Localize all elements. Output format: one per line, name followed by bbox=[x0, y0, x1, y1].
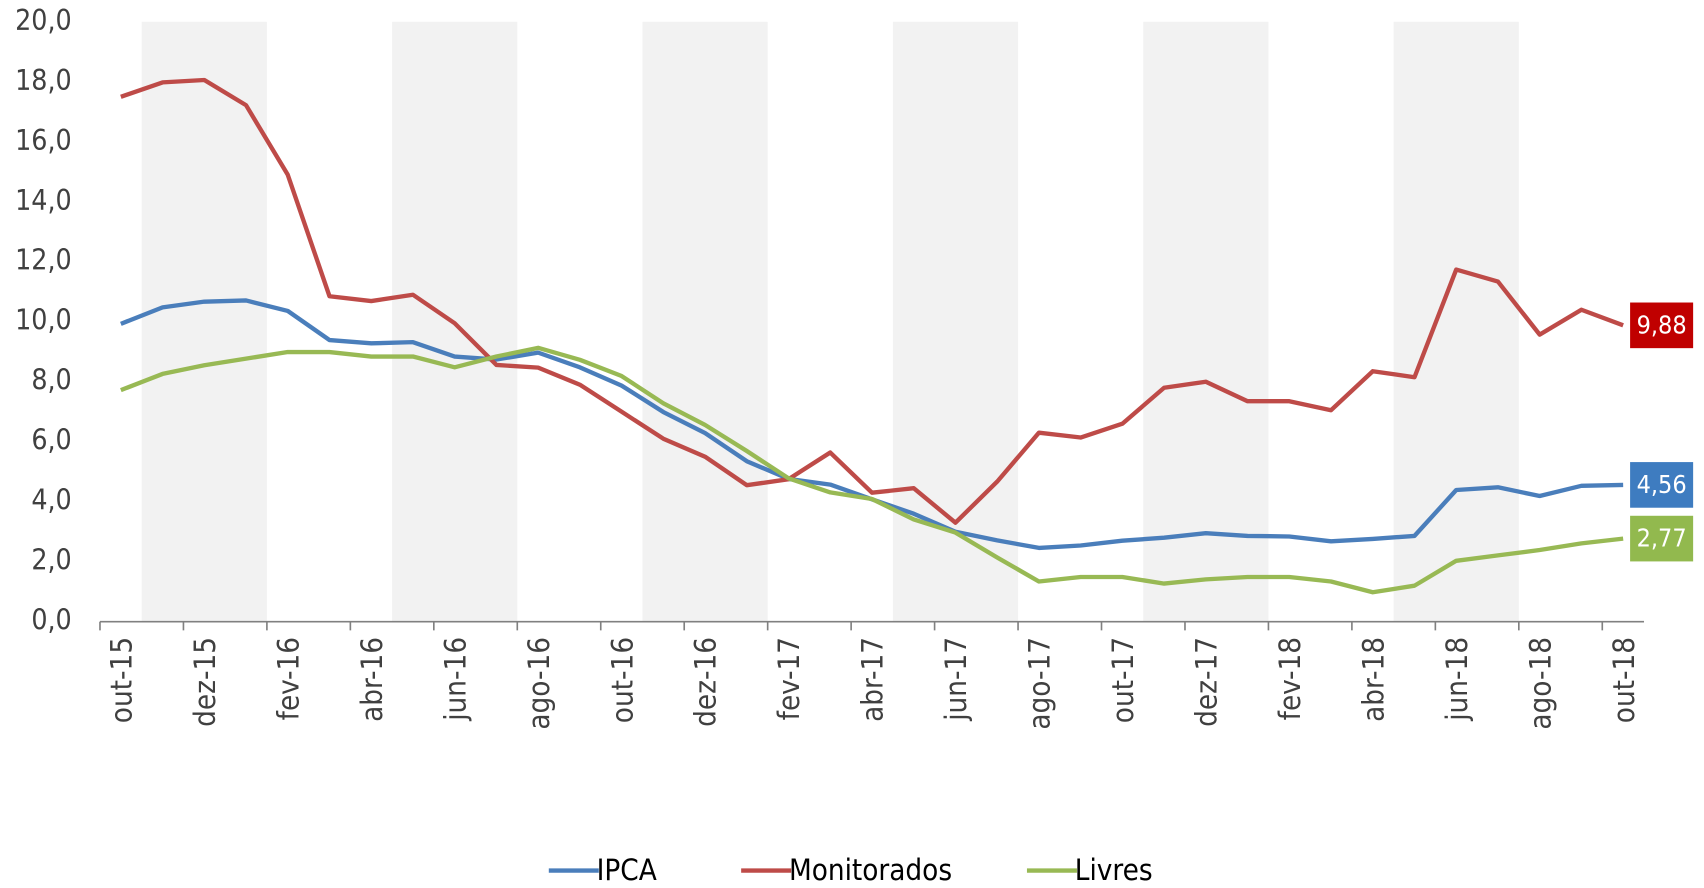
series-line bbox=[120, 77, 1624, 525]
y-tick-label: 4,0 bbox=[31, 484, 71, 517]
shade-band bbox=[141, 21, 267, 622]
shade-band bbox=[1143, 21, 1269, 622]
x-tick-label: out-16 bbox=[605, 637, 639, 723]
y-tick-label: 16,0 bbox=[15, 124, 72, 157]
legend-label: Monitorados bbox=[789, 853, 952, 887]
y-tick-label: 2,0 bbox=[31, 544, 71, 577]
shade-band bbox=[642, 21, 768, 622]
shade-band bbox=[1393, 21, 1519, 622]
data-label-box bbox=[1630, 302, 1694, 349]
x-tick-label: fev-17 bbox=[772, 637, 806, 720]
data-label-box bbox=[1630, 462, 1694, 508]
y-tick-label: 14,0 bbox=[15, 184, 72, 217]
x-tick-label: dez-16 bbox=[689, 637, 723, 727]
x-tick-label: jun-17 bbox=[939, 637, 973, 722]
y-tick-label: 12,0 bbox=[15, 244, 72, 277]
y-tick-label: 20,0 bbox=[15, 4, 72, 37]
data-label: 4,56 bbox=[1637, 470, 1687, 499]
x-tick-label: dez-15 bbox=[188, 637, 222, 727]
x-tick-label: abr-18 bbox=[1356, 637, 1390, 722]
y-tick-label: 0,0 bbox=[31, 604, 71, 637]
data-label-box bbox=[1630, 515, 1694, 562]
legend-label: IPCA bbox=[597, 853, 657, 887]
y-tick-label: 8,0 bbox=[31, 364, 71, 397]
x-tick-label: fev-16 bbox=[271, 637, 305, 720]
y-tick-label: 6,0 bbox=[31, 424, 71, 457]
x-tick-label: jun-18 bbox=[1440, 637, 1474, 722]
data-label: 2,77 bbox=[1637, 524, 1687, 553]
x-tick-label: out-15 bbox=[105, 637, 139, 723]
series-line bbox=[120, 345, 1624, 595]
x-tick-label: fev-18 bbox=[1273, 637, 1307, 720]
x-tick-label: jun-16 bbox=[438, 637, 472, 722]
x-tick-label: ago-16 bbox=[522, 637, 556, 730]
x-tick-label: ago-18 bbox=[1523, 637, 1557, 730]
x-tick-label: abr-17 bbox=[856, 637, 890, 722]
x-tick-label: abr-16 bbox=[355, 637, 389, 722]
y-tick-label: 18,0 bbox=[15, 64, 72, 97]
data-label: 9,88 bbox=[1637, 310, 1687, 339]
x-tick-label: dez-17 bbox=[1190, 637, 1224, 727]
y-tick-label: 10,0 bbox=[15, 304, 72, 337]
x-tick-label: ago-17 bbox=[1023, 637, 1057, 730]
x-tick-label: out-17 bbox=[1106, 637, 1140, 723]
x-tick-label: out-18 bbox=[1607, 637, 1641, 723]
legend-label: Livres bbox=[1075, 853, 1153, 887]
background-bands bbox=[141, 21, 1519, 622]
